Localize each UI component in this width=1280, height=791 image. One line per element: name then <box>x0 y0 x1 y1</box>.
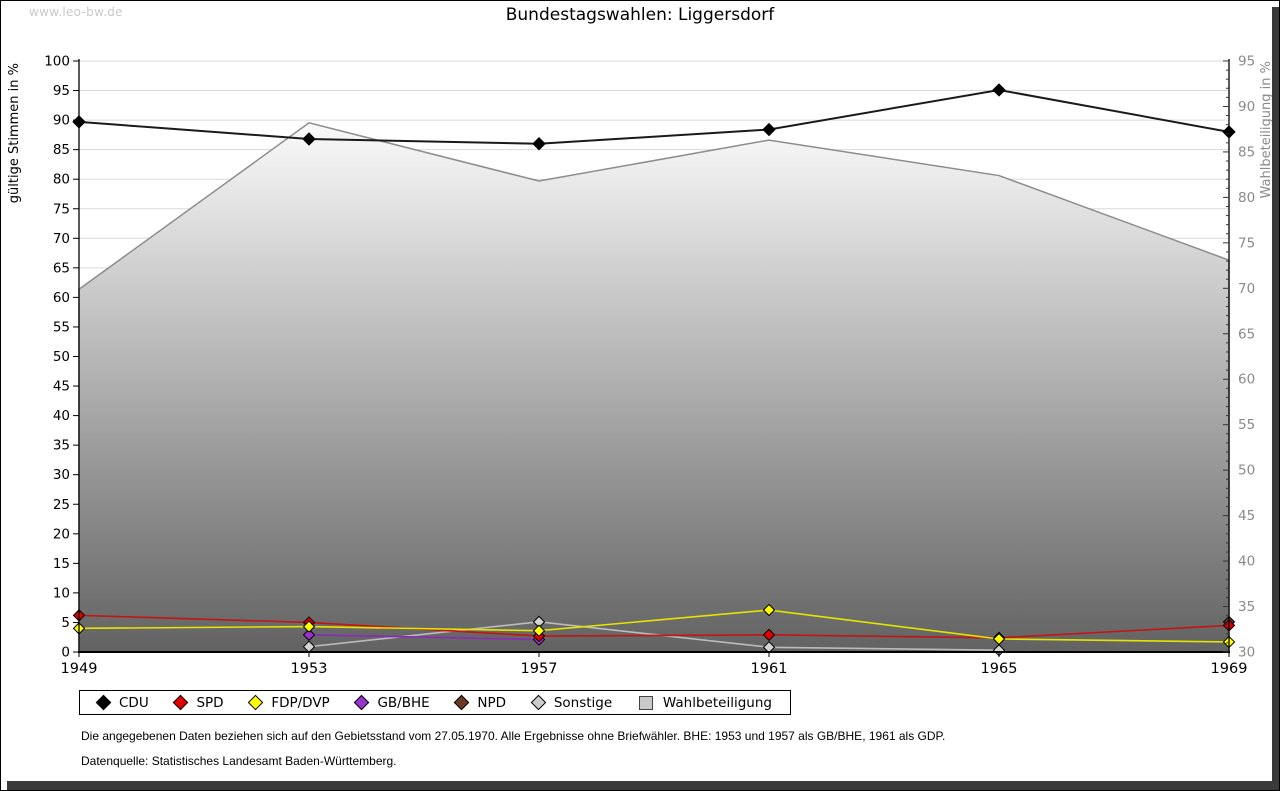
cdu-marker-icon <box>95 694 112 711</box>
point-cdu-1965 <box>992 83 1006 97</box>
left-tick-label: 10 <box>53 585 70 601</box>
right-tick-label: 60 <box>1238 372 1255 388</box>
legend-label: NPD <box>477 694 507 711</box>
legend-item-npd: NPD <box>454 694 507 711</box>
point-fdp-dvp-1953 <box>302 620 316 633</box>
left-tick-label: 85 <box>53 142 70 158</box>
gb-bhe-marker-icon <box>354 694 370 711</box>
right-tick-label: 75 <box>1238 235 1255 251</box>
line-spd <box>78 614 1230 639</box>
right-tick-label: 40 <box>1238 554 1255 570</box>
left-tick-label: 55 <box>53 319 70 335</box>
right-tick-label: 50 <box>1238 463 1255 479</box>
x-tick-label: 1957 <box>521 661 558 677</box>
wahlbeteiligung-marker-icon <box>638 695 653 710</box>
left-tick-label: 80 <box>53 172 70 188</box>
right-tick-label: 70 <box>1238 281 1255 297</box>
left-tick-label: 0 <box>61 645 70 661</box>
x-tick-label: 1953 <box>291 661 328 677</box>
point-gb-bhe-1953 <box>302 628 316 642</box>
spd-marker-icon <box>173 694 189 711</box>
right-tick-label: 35 <box>1238 599 1255 615</box>
x-tick-label: 1949 <box>61 661 98 677</box>
left-tick-label: 95 <box>53 83 70 99</box>
left-tick-label: 25 <box>53 497 70 513</box>
right-tick-label: 80 <box>1238 190 1255 206</box>
legend-label: Wahlbeteiligung <box>662 694 772 711</box>
left-tick-label: 45 <box>53 379 70 395</box>
left-tick-label: 5 <box>61 615 70 631</box>
point-cdu-1961 <box>762 122 776 137</box>
legend-item-wahlbeteiligung: Wahlbeteiligung <box>638 694 772 711</box>
npd-marker-icon <box>454 694 470 711</box>
sonstige-marker-icon <box>530 694 547 711</box>
page-title: Bundestagswahlen: Liggersdorf <box>505 5 775 25</box>
point-cdu-1957 <box>532 137 546 151</box>
right-tick-label: 85 <box>1238 144 1255 160</box>
left-tick-label: 20 <box>53 526 70 542</box>
right-tick-label: 30 <box>1238 645 1255 661</box>
legend-label: SPD <box>196 694 224 711</box>
legend-label: GB/BHE <box>377 694 430 711</box>
right-tick-label: 45 <box>1238 508 1255 524</box>
left-tick-label: 40 <box>53 408 70 424</box>
x-tick-label: 1969 <box>1211 661 1248 677</box>
left-tick-label: 50 <box>53 349 70 365</box>
x-tick-label: 1965 <box>981 661 1018 677</box>
left-tick-label: 60 <box>53 290 70 306</box>
series-fdp-dvp <box>72 603 1236 649</box>
left-tick-label: 90 <box>53 113 70 129</box>
right-tick-label: 65 <box>1238 326 1255 342</box>
left-tick-label: 75 <box>53 201 70 217</box>
point-cdu-1953 <box>302 132 316 146</box>
legend-label: CDU <box>119 694 149 711</box>
legend-label: Sonstige <box>553 694 613 711</box>
left-tick-label: 15 <box>53 556 70 572</box>
left-tick-label: 35 <box>53 438 70 454</box>
line-sonstige <box>308 621 1000 652</box>
left-tick-label: 30 <box>53 467 70 483</box>
wahlbeteiligung-area <box>78 122 1230 653</box>
window-frame-right <box>1272 7 1279 790</box>
point-spd-1961 <box>762 628 776 642</box>
line-gb-bhe <box>308 634 540 641</box>
line-cdu <box>78 88 1230 145</box>
left-tick-label: 65 <box>53 260 70 276</box>
legend-item-cdu: CDU <box>95 694 149 711</box>
watermark: www.leo-bw.de <box>29 5 123 19</box>
point-fdp-dvp-1961 <box>762 603 776 617</box>
left-axis-title: gültige Stimmen in % <box>7 63 22 204</box>
fdp-dvp-marker-icon <box>248 694 264 711</box>
legend-item-spd: SPD <box>173 694 224 711</box>
window-frame-bottom <box>7 781 1279 790</box>
right-tick-label: 95 <box>1238 54 1255 70</box>
line-fdp-dvp <box>78 609 1230 643</box>
footnote-text: Die angegebenen Daten beziehen sich auf … <box>81 729 946 743</box>
legend: CDU SPD FDP/DVP GB/BHE NPD Sonstige Wahlbeteil… <box>79 690 791 715</box>
legend-item-fdp-dvp: FDP/DVP <box>248 694 330 711</box>
axis-tick-labels: 0 5 10 15 20 25 30 35 40 45 50 55 60 65 70 75 80 85 90 95 10… <box>44 54 1255 678</box>
left-tick-label: 70 <box>53 231 70 247</box>
series-cdu <box>72 83 1236 151</box>
series-spd <box>72 609 1236 645</box>
right-tick-label: 90 <box>1238 99 1255 115</box>
legend-item-sonstige: Sonstige <box>530 694 613 711</box>
point-fdp-dvp-1965 <box>992 632 1006 646</box>
source-text: Datenquelle: Statistisches Landesamt Bad… <box>81 754 397 768</box>
legend-label: FDP/DVP <box>271 694 330 711</box>
x-tick-label: 1961 <box>751 661 788 677</box>
legend-item-gb-bhe: GB/BHE <box>354 694 430 711</box>
point-fdp-dvp-1957 <box>532 624 546 637</box>
right-tick-label: 55 <box>1238 417 1255 433</box>
left-tick-label: 100 <box>44 54 70 70</box>
